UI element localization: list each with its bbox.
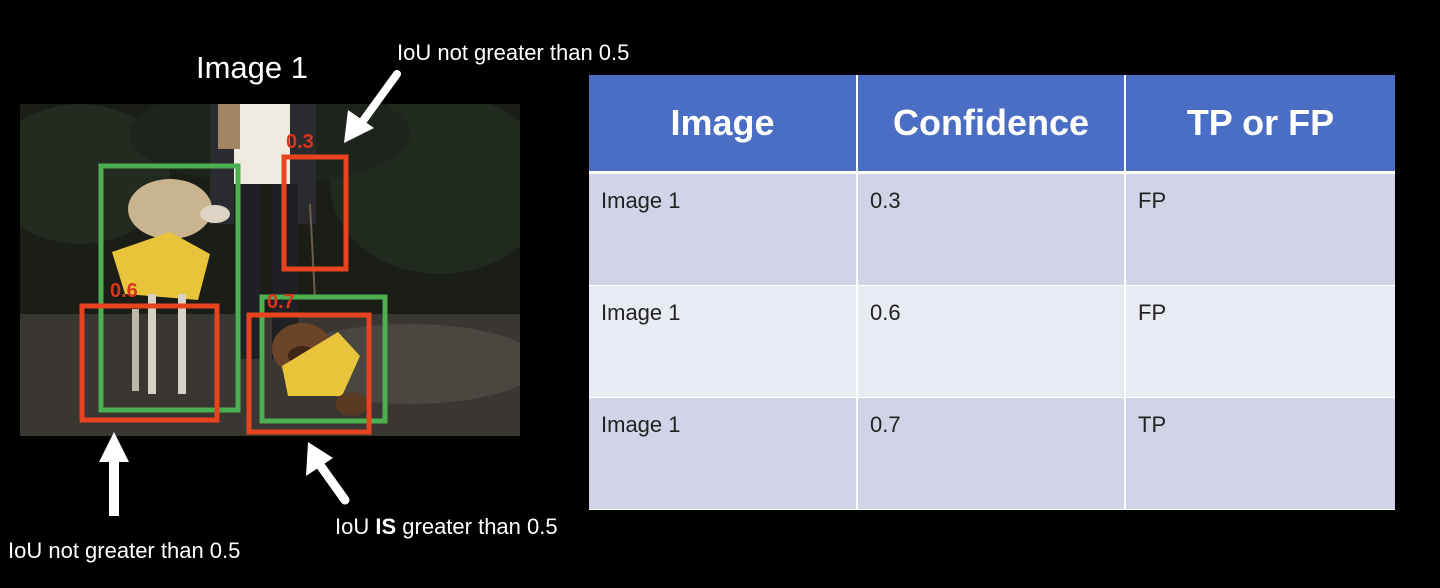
cell-image: Image 1: [589, 172, 858, 286]
table-row: Image 1 0.3 FP: [589, 172, 1395, 286]
annotation-top: IoU not greater than 0.5: [397, 40, 630, 65]
arrow-bottom-right-icon: [306, 442, 350, 505]
table-row: Image 1 0.7 TP: [589, 397, 1395, 510]
arrow-bottom-left-icon: [99, 432, 129, 516]
cell-image: Image 1: [589, 397, 858, 510]
person-hair: [218, 104, 240, 149]
results-table: Image Confidence TP or FP Image 1 0.3 FP…: [589, 75, 1395, 510]
cell-confidence: 0.3: [857, 172, 1126, 286]
dog-photo-illustration: 0.3 0.6 0.7: [20, 104, 520, 436]
ground-truth-box-small-dog: [259, 294, 388, 424]
annotation-bottom-left: IoU not greater than 0.5: [8, 538, 241, 563]
prediction-box-a: [281, 154, 349, 272]
small-dog-body: [336, 392, 368, 416]
prediction-box-b: [79, 303, 220, 423]
cell-confidence: 0.7: [857, 397, 1126, 510]
greyhound-head: [128, 179, 212, 239]
header-image: Image: [589, 75, 858, 174]
dog-photo: 0.3 0.6 0.7: [20, 104, 520, 436]
cell-image: Image 1: [589, 285, 858, 398]
box-b-confidence: 0.6: [110, 280, 138, 302]
greyhound-coat: [112, 232, 210, 300]
annotation-bottom-right-suffix: greater than 0.5: [396, 514, 558, 539]
header-tp-or-fp: TP or FP: [1125, 75, 1395, 174]
cell-tp-or-fp: TP: [1125, 397, 1395, 510]
annotation-bottom-right-bold: IS: [375, 514, 397, 539]
ground-truth-box-greyhound: [98, 163, 241, 413]
greyhound-leg-3: [132, 309, 139, 391]
table-row: Image 1 0.6 FP: [589, 285, 1395, 398]
arrow-top-icon: [344, 70, 401, 143]
cell-tp-or-fp: FP: [1125, 172, 1395, 286]
greyhound-leg-1: [148, 294, 156, 394]
annotation-bottom-right-prefix: IoU: [335, 514, 376, 539]
annotation-bottom-right: IoU IS greater than 0.5: [335, 514, 558, 540]
greyhound-snout: [200, 205, 230, 223]
cell-tp-or-fp: FP: [1125, 285, 1395, 398]
table-header-row: Image Confidence TP or FP: [589, 75, 1395, 174]
small-dog-coat: [282, 332, 360, 396]
header-confidence: Confidence: [857, 75, 1126, 174]
box-a-confidence: 0.3: [286, 131, 314, 153]
box-c-confidence: 0.7: [267, 291, 295, 313]
greyhound-leg-2: [178, 294, 186, 394]
prediction-box-c: [246, 312, 372, 435]
leash: [309, 203, 316, 300]
image-title: Image 1: [196, 50, 309, 85]
cell-confidence: 0.6: [857, 285, 1126, 398]
